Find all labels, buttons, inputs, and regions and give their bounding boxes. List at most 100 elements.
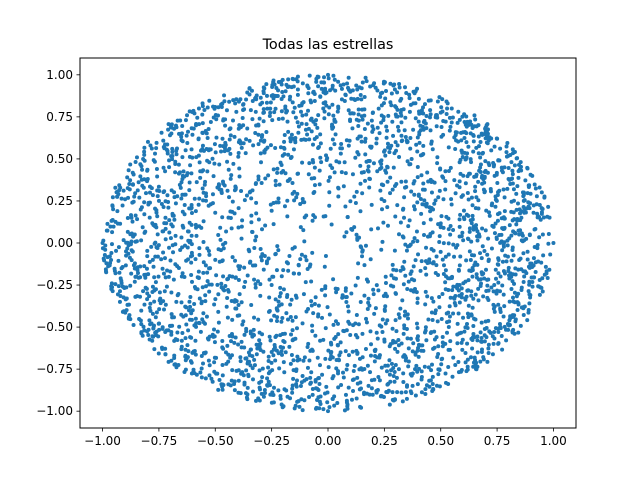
scatter-point [381,394,386,399]
scatter-point [306,126,311,131]
scatter-point [500,283,505,288]
scatter-point [119,196,124,201]
scatter-point [238,264,243,269]
scatter-point [273,252,278,257]
scatter-point [151,325,156,330]
scatter-point [193,257,198,262]
scatter-point [262,149,267,154]
scatter-point [295,354,300,359]
scatter-point [227,99,232,104]
scatter-point [233,101,238,106]
scatter-point [210,156,215,161]
scatter-point [323,293,328,298]
scatter-point [445,330,449,335]
y-tick-label: −1.00 [36,404,73,418]
scatter-point [383,153,388,158]
scatter-point [155,194,160,199]
scatter-point [141,185,146,190]
scatter-point [166,122,171,127]
scatter-point [396,232,401,237]
scatter-point [393,362,398,367]
scatter-point [449,275,454,280]
scatter-point [336,369,341,374]
scatter-point [251,377,255,382]
scatter-point [383,168,388,173]
scatter-point [143,229,148,234]
scatter-point [330,122,335,127]
scatter-point [533,269,538,274]
scatter-point [111,207,116,212]
scatter-point [194,233,199,238]
scatter-point [405,316,410,321]
scatter-point [230,317,235,322]
scatter-point [317,168,322,173]
scatter-point [457,217,462,222]
scatter-point [120,309,125,314]
scatter-point [496,302,501,307]
scatter-point [362,94,367,99]
scatter-point [161,271,166,276]
scatter-point [114,190,119,195]
scatter-point [360,367,365,372]
scatter-point [165,149,170,154]
scatter-point [266,354,271,359]
scatter-point [276,388,281,393]
scatter-point [146,200,151,205]
scatter-point [330,137,335,142]
scatter-point [257,338,262,343]
scatter-point [426,317,431,322]
scatter-point [394,114,399,119]
scatter-point [185,229,190,234]
scatter-point [443,254,448,259]
scatter-point [359,97,364,102]
scatter-point [461,238,466,243]
scatter-point [422,102,427,107]
scatter-point [309,129,314,134]
scatter-point [401,282,406,287]
scatter-point [353,201,358,206]
scatter-point [247,86,252,91]
scatter-point [233,306,238,311]
scatter-point [510,295,515,300]
scatter-point [163,237,168,242]
scatter-point [415,175,420,180]
scatter-point [128,178,133,183]
scatter-point [483,228,488,233]
y-tick-label: 0.75 [46,110,73,124]
y-tick-label: 1.00 [46,68,73,82]
scatter-point [292,198,297,203]
scatter-point [192,196,197,201]
scatter-point [326,409,330,414]
scatter-point [385,165,390,170]
scatter-point [159,130,164,135]
scatter-point [107,254,112,259]
scatter-point [250,366,255,371]
scatter-point [294,326,299,331]
scatter-point [183,347,188,352]
scatter-point [415,326,420,331]
scatter-point [403,85,407,90]
scatter-point [242,382,247,387]
scatter-point [500,248,505,253]
scatter-point [309,176,314,181]
scatter-point [348,117,353,122]
scatter-point [456,109,461,114]
scatter-point [167,165,172,170]
scatter-point [210,379,215,384]
scatter-point [396,367,401,372]
scatter-point [116,245,121,250]
scatter-point [363,75,368,80]
scatter-point [265,106,270,111]
scatter-point [384,124,389,129]
scatter-point [217,162,222,167]
scatter-point [390,262,395,267]
scatter-point [506,265,511,270]
scatter-point [285,84,290,89]
scatter-point [440,292,445,297]
scatter-point [216,247,221,252]
scatter-point [310,250,315,255]
scatter-point [532,227,537,232]
scatter-point [141,156,146,161]
scatter-point [356,118,361,123]
scatter-point [309,303,314,308]
